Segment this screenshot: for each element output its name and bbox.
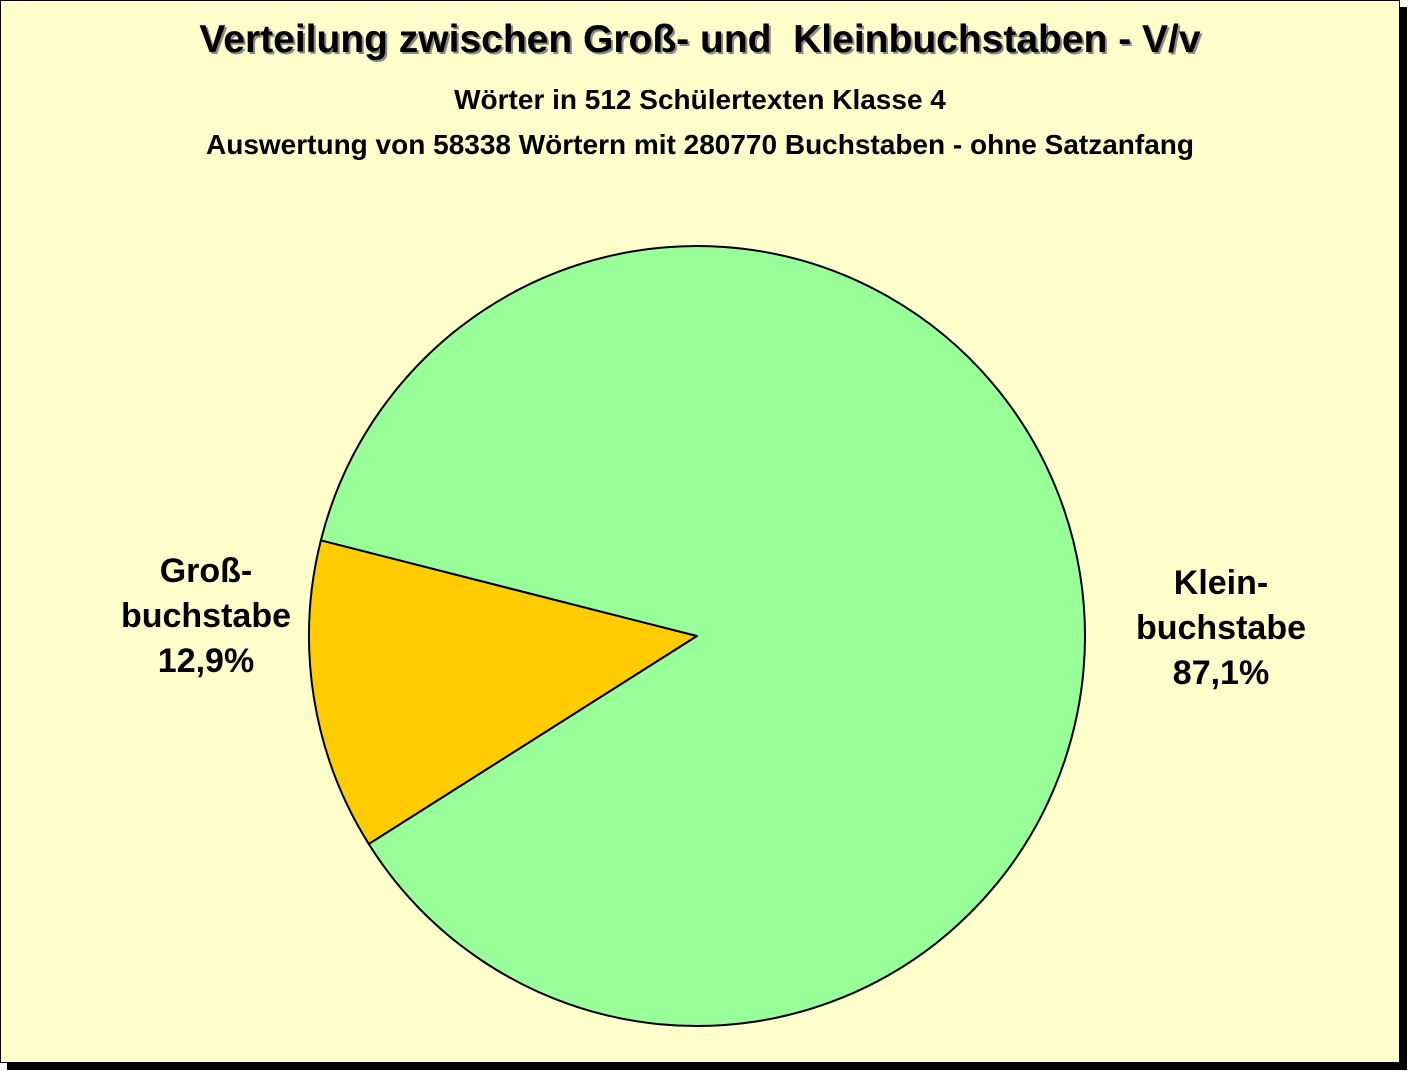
chart-subtitle-1: Wörter in 512 Schülertexten Klasse 4 [454, 84, 946, 115]
pie-label-klein: buchstabe [1136, 609, 1306, 647]
pie-slices [308, 245, 1086, 1028]
pie-labels: Groß-buchstabe 12,9% Klein-buchstabe 87,1% [121, 552, 1306, 692]
chart-title: Verteilung zwischen Groß- und Kleinbuchs… [199, 18, 1201, 61]
pie-slice-gross [308, 539, 698, 846]
pie-label-klein: Klein- [1174, 564, 1268, 602]
pie-label-gross: Groß- [160, 552, 253, 590]
pie-value-label-gross: 12,9% [158, 642, 254, 680]
pie-slice-klein [319, 245, 1086, 1028]
pie-label-gross: buchstabe [121, 597, 291, 635]
chart-subtitle-2: Auswertung von 58338 Wörtern mit 280770 … [206, 129, 1194, 160]
pie-value-label-klein: 87,1% [1173, 654, 1269, 692]
